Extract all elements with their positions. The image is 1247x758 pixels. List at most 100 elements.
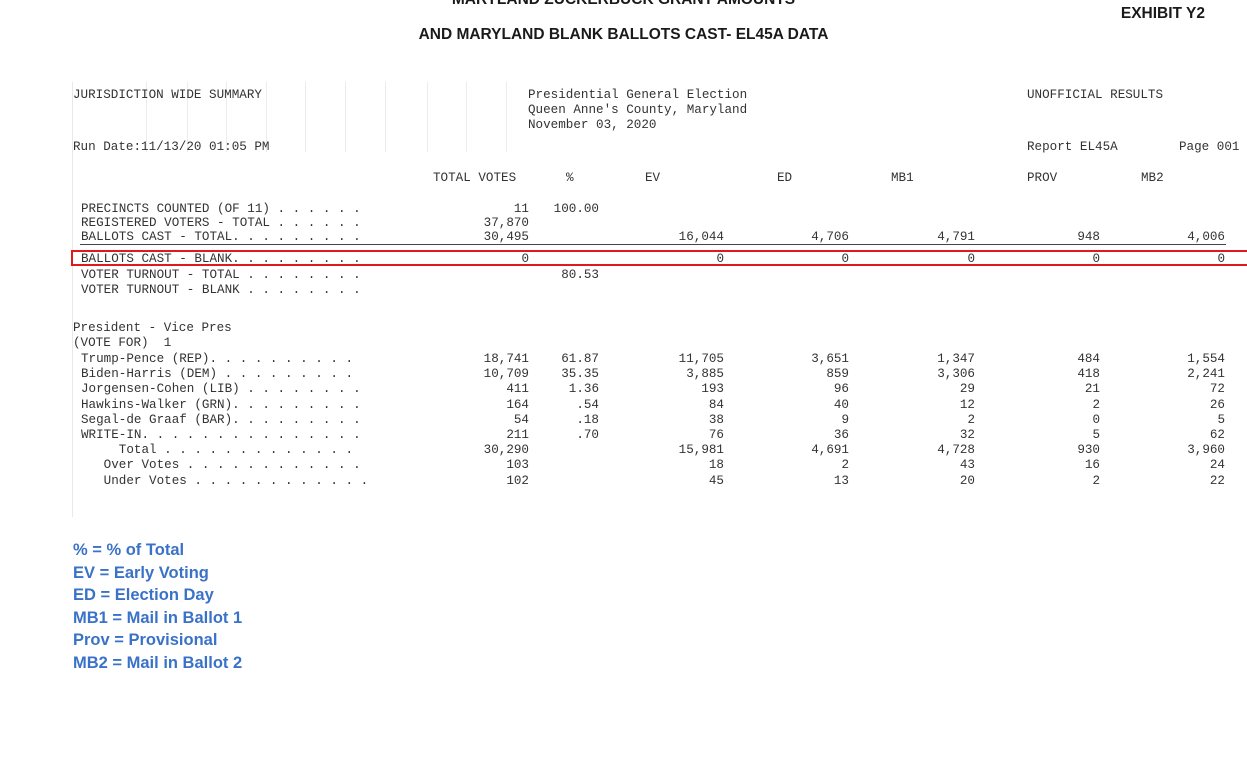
cell-pct: 35.35 bbox=[561, 367, 599, 382]
cell-total: 411 bbox=[506, 382, 529, 397]
column-header-mb2: MB2 bbox=[1141, 171, 1164, 185]
column-header-ed: ED bbox=[777, 171, 793, 185]
cell-mb1: 1,347 bbox=[937, 352, 975, 366]
cell-ev: 16,044 bbox=[678, 230, 724, 244]
row-label: Segal-de Graaf (BAR). . . . . . . . . bbox=[81, 412, 361, 427]
cell-mb1: 20 bbox=[959, 473, 975, 488]
row-label: VOTER TURNOUT - TOTAL . . . . . . . . bbox=[81, 268, 361, 282]
legend-item: Prov = Provisional bbox=[73, 631, 218, 649]
row-label: REGISTERED VOTERS - TOTAL . . . . . . bbox=[81, 216, 361, 230]
row-label: Biden-Harris (DEM) . . . . . . . . . bbox=[81, 367, 354, 382]
cell-mb1: 12 bbox=[959, 397, 975, 412]
cell-ed: 9 bbox=[841, 412, 849, 427]
cell-ed: 4,706 bbox=[811, 230, 849, 244]
report-scope-label: JURISDICTION WIDE SUMMARY bbox=[73, 88, 262, 102]
scan-guide-line bbox=[427, 82, 428, 152]
cell-total: 102 bbox=[506, 473, 529, 488]
cell-mb1: 32 bbox=[959, 428, 975, 442]
cell-ev: 193 bbox=[701, 382, 724, 397]
cell-total: 11 bbox=[513, 202, 529, 216]
cell-pct: 1.36 bbox=[568, 382, 599, 397]
vote-for-label: (VOTE FOR) 1 bbox=[73, 336, 172, 350]
cell-ed: 96 bbox=[833, 382, 849, 397]
cell-mb2: 22 bbox=[1209, 473, 1225, 488]
cell-ev: 11,705 bbox=[678, 352, 724, 366]
cell-prov: 0 bbox=[1092, 412, 1100, 427]
scan-guide-line bbox=[305, 82, 306, 152]
scan-guide-line bbox=[266, 82, 267, 152]
cell-ed: 13 bbox=[833, 473, 849, 488]
cell-ed: 36 bbox=[833, 428, 849, 442]
cell-prov: 418 bbox=[1077, 367, 1100, 382]
scan-guide-line bbox=[385, 82, 386, 152]
page-number: Page 001 bbox=[1179, 140, 1240, 154]
cell-prov: 16 bbox=[1084, 458, 1100, 473]
legend-item: % = % of Total bbox=[73, 541, 185, 559]
cell-mb1: 43 bbox=[959, 458, 975, 473]
cell-ev: 0 bbox=[716, 252, 724, 266]
cell-total: 0 bbox=[521, 252, 529, 266]
unofficial-results-label: UNOFFICIAL RESULTS bbox=[1027, 88, 1164, 102]
cell-mb1: 2 bbox=[967, 412, 975, 427]
column-header-prov: PROV bbox=[1027, 171, 1058, 185]
legend-item: EV = Early Voting bbox=[73, 563, 209, 582]
cell-prov: 0 bbox=[1092, 252, 1100, 266]
cell-ev: 18 bbox=[708, 458, 724, 473]
cell-total: 164 bbox=[506, 397, 529, 412]
column-header-total-votes: TOTAL VOTES bbox=[433, 171, 517, 185]
cell-total: 18,741 bbox=[483, 352, 529, 366]
contest-title: President - Vice Pres bbox=[73, 321, 232, 335]
cell-prov: 948 bbox=[1077, 230, 1100, 244]
row-label: Under Votes . . . . . . . . . . . . bbox=[81, 473, 369, 488]
cell-mb2: 3,960 bbox=[1187, 443, 1225, 458]
cell-mb2: 5 bbox=[1217, 412, 1225, 427]
cell-mb2: 1,554 bbox=[1187, 352, 1225, 366]
cell-prov: 5 bbox=[1092, 428, 1100, 442]
row-label: Trump-Pence (REP). . . . . . . . . . bbox=[81, 352, 354, 366]
county-name: Queen Anne's County, Maryland bbox=[528, 103, 748, 117]
cell-ev: 84 bbox=[708, 397, 724, 412]
election-date: November 03, 2020 bbox=[528, 118, 657, 132]
cell-mb1: 4,791 bbox=[937, 230, 975, 244]
cell-total: 37,870 bbox=[483, 216, 529, 230]
cell-total: 30,495 bbox=[483, 230, 529, 244]
cell-mb1: 4,728 bbox=[937, 443, 975, 458]
scan-guide-line bbox=[506, 82, 507, 152]
cell-pct: 61.87 bbox=[561, 352, 599, 366]
row-label: PRECINCTS COUNTED (OF 11) . . . . . . bbox=[81, 202, 361, 216]
scan-guide-line bbox=[146, 82, 147, 152]
cell-prov: 21 bbox=[1084, 382, 1100, 397]
row-label: Total . . . . . . . . . . . . . bbox=[81, 443, 354, 458]
cell-ed: 0 bbox=[841, 252, 849, 266]
cell-pct: 100.00 bbox=[553, 202, 599, 216]
cell-total: 103 bbox=[506, 458, 529, 473]
scan-guide-line bbox=[226, 82, 227, 152]
scan-guide-line bbox=[345, 82, 346, 152]
cell-total: 30,290 bbox=[483, 443, 529, 458]
cell-ed: 2 bbox=[841, 458, 849, 473]
cell-mb2: 4,006 bbox=[1187, 230, 1225, 244]
cell-pct: .54 bbox=[576, 397, 599, 412]
cell-mb2: 24 bbox=[1209, 458, 1225, 473]
row-label: WRITE-IN. . . . . . . . . . . . . . . bbox=[81, 428, 361, 442]
cell-prov: 484 bbox=[1077, 352, 1100, 366]
report-scan-area bbox=[72, 82, 1247, 517]
cell-mb2: 72 bbox=[1209, 382, 1225, 397]
cell-prov: 2 bbox=[1092, 397, 1100, 412]
cell-pct: 80.53 bbox=[561, 268, 599, 282]
cell-mb2: 62 bbox=[1209, 428, 1225, 442]
cell-ev: 38 bbox=[708, 412, 724, 427]
column-header-percent: % bbox=[566, 171, 574, 185]
legend-item: MB2 = Mail in Ballot 2 bbox=[73, 653, 243, 672]
run-date: Run Date:11/13/20 01:05 PM bbox=[73, 140, 270, 154]
exhibit-label: EXHIBIT Y2 bbox=[1120, 5, 1205, 22]
cell-pct: .70 bbox=[576, 428, 599, 442]
cell-pct: .18 bbox=[576, 412, 599, 427]
cell-total: 10,709 bbox=[483, 367, 529, 382]
cell-total: 54 bbox=[513, 412, 529, 427]
row-label: Over Votes . . . . . . . . . . . . bbox=[81, 458, 361, 473]
document-title-line-1: MARYLAND ZUCKERBUCK GRANT AMOUNTS bbox=[0, 0, 1247, 9]
ballots-total-underline bbox=[80, 244, 1226, 245]
cell-ev: 15,981 bbox=[678, 443, 724, 458]
cell-mb2: 0 bbox=[1217, 252, 1225, 266]
